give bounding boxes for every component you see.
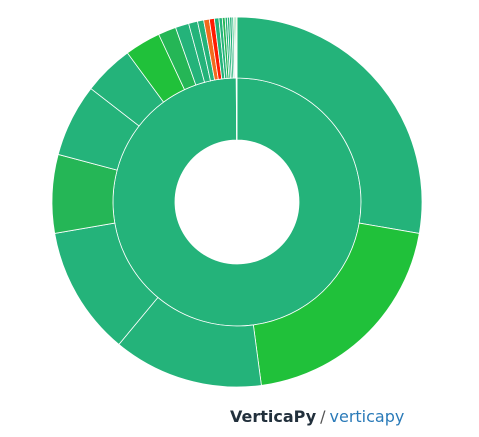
repo-link[interactable]: verticapy: [329, 407, 405, 426]
credits-separator: /: [320, 407, 326, 426]
brand-name: VerticaPy: [230, 407, 317, 426]
inner-ring-segment-2[interactable]: [235, 77, 238, 141]
outer-ring-segment-24[interactable]: [235, 16, 238, 79]
sunburst-chart: [51, 16, 423, 388]
outer-ring-segment-1[interactable]: [236, 16, 423, 234]
credits: VerticaPy / verticapy: [230, 407, 404, 426]
